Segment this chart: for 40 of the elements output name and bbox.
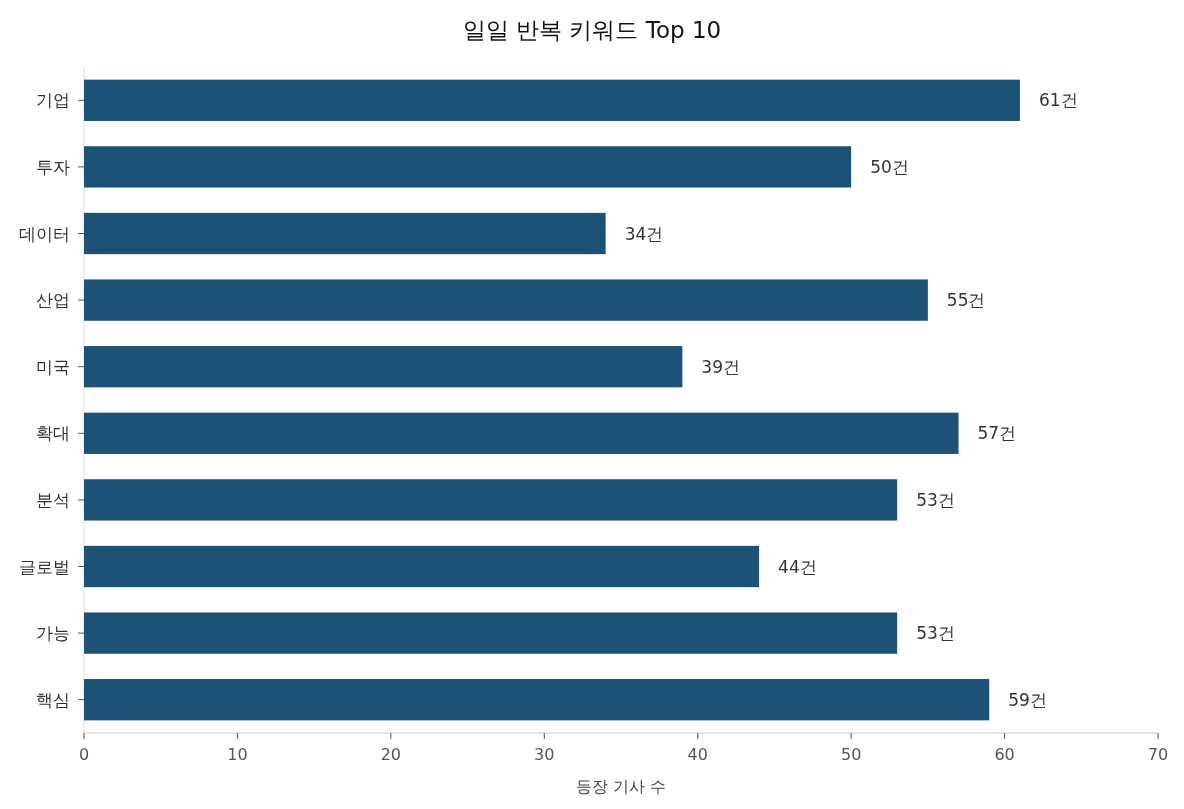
x-tick-label: 10	[227, 745, 248, 764]
x-tick-label: 20	[380, 745, 402, 764]
x-tick-label: 40	[687, 745, 708, 764]
y-tick-label: 미국	[36, 356, 70, 377]
x-axis-title: 등장 기사 수	[575, 777, 667, 796]
y-tick-label: 핵심	[36, 689, 70, 710]
x-tick-label: 30	[534, 745, 555, 764]
data-label: 61건	[1038, 90, 1078, 111]
y-tick-label: 가능	[36, 623, 70, 644]
bar	[84, 279, 928, 321]
data-label: 34건	[624, 223, 664, 244]
data-label: 59건	[1008, 689, 1047, 710]
data-label: 53건	[916, 489, 955, 510]
y-tick-label: 투자	[36, 156, 70, 177]
x-tick-label: 70	[1147, 745, 1169, 764]
y-tick-label: 기업	[36, 90, 70, 111]
bar	[84, 679, 990, 721]
chart-title: 일일 반복 키워드 Top 10	[462, 17, 722, 43]
x-tick-label: 50	[840, 745, 862, 764]
data-label: 53건	[916, 623, 955, 644]
bar	[84, 146, 852, 188]
data-label: 55건	[946, 290, 986, 311]
bar	[84, 79, 1020, 121]
bar	[84, 412, 959, 454]
x-tick-label: 0	[78, 745, 90, 764]
data-label: 50건	[870, 156, 909, 177]
bar	[84, 545, 760, 588]
bar	[84, 346, 683, 388]
y-tick-label: 글로벌	[19, 556, 70, 577]
x-tick-label: 60	[994, 745, 1015, 764]
y-tick-label: 분석	[36, 489, 70, 510]
y-tick-label: 산업	[36, 290, 70, 311]
y-tick-label: 확대	[36, 423, 70, 444]
data-label: 39건	[701, 356, 741, 377]
data-label: 57건	[977, 423, 1017, 444]
bar	[84, 212, 606, 255]
bar	[84, 612, 898, 654]
data-label: 44건	[778, 556, 817, 577]
bar	[84, 479, 898, 521]
y-tick-label: 데이터	[19, 223, 70, 244]
